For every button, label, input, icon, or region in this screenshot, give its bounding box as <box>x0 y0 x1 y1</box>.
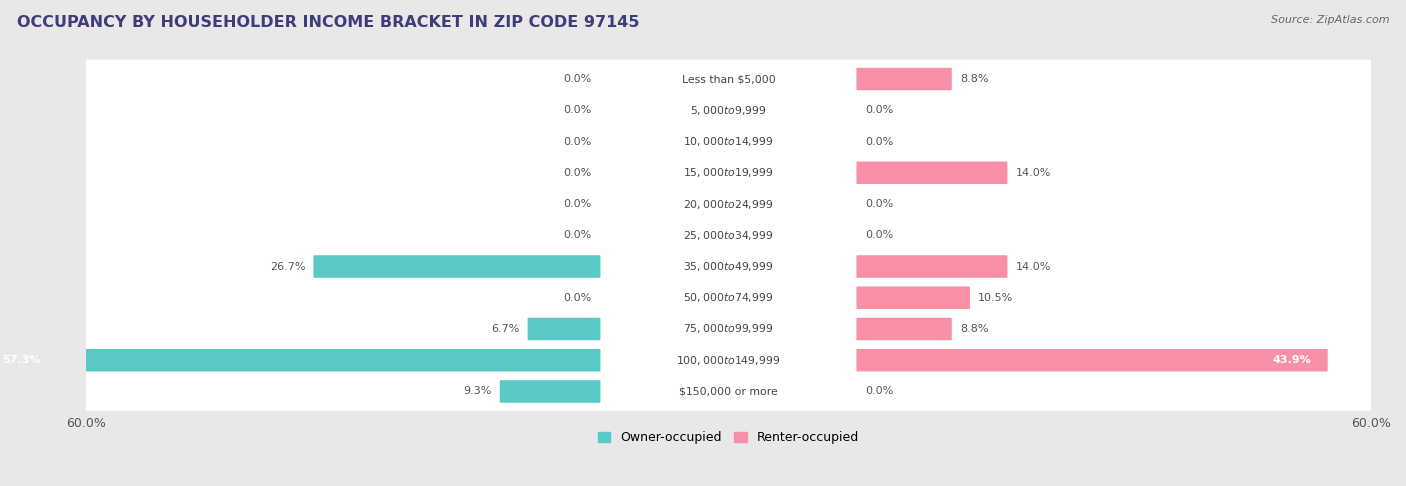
Text: $100,000 to $149,999: $100,000 to $149,999 <box>676 354 780 367</box>
FancyBboxPatch shape <box>82 154 1376 192</box>
Legend: Owner-occupied, Renter-occupied: Owner-occupied, Renter-occupied <box>598 432 859 444</box>
FancyBboxPatch shape <box>0 349 600 371</box>
Text: $35,000 to $49,999: $35,000 to $49,999 <box>683 260 773 273</box>
Text: 0.0%: 0.0% <box>564 137 592 147</box>
FancyBboxPatch shape <box>82 122 1376 161</box>
FancyBboxPatch shape <box>856 287 970 309</box>
Text: Less than $5,000: Less than $5,000 <box>682 74 775 84</box>
Text: 0.0%: 0.0% <box>866 386 894 397</box>
FancyBboxPatch shape <box>82 60 1376 99</box>
FancyBboxPatch shape <box>856 318 952 340</box>
Text: 8.8%: 8.8% <box>960 74 988 84</box>
Text: 10.5%: 10.5% <box>979 293 1014 303</box>
Text: $25,000 to $34,999: $25,000 to $34,999 <box>683 229 773 242</box>
FancyBboxPatch shape <box>82 372 1376 411</box>
Text: $15,000 to $19,999: $15,000 to $19,999 <box>683 166 773 179</box>
FancyBboxPatch shape <box>499 380 600 403</box>
Text: 0.0%: 0.0% <box>866 137 894 147</box>
Text: 6.7%: 6.7% <box>491 324 520 334</box>
Text: 0.0%: 0.0% <box>564 199 592 209</box>
Text: 0.0%: 0.0% <box>564 293 592 303</box>
Text: $75,000 to $99,999: $75,000 to $99,999 <box>683 323 773 335</box>
Text: 14.0%: 14.0% <box>1015 261 1050 272</box>
Text: 57.3%: 57.3% <box>3 355 41 365</box>
Text: $10,000 to $14,999: $10,000 to $14,999 <box>683 135 773 148</box>
FancyBboxPatch shape <box>82 341 1376 380</box>
FancyBboxPatch shape <box>82 247 1376 286</box>
Text: 0.0%: 0.0% <box>564 74 592 84</box>
FancyBboxPatch shape <box>856 68 952 90</box>
Text: $150,000 or more: $150,000 or more <box>679 386 778 397</box>
Text: 0.0%: 0.0% <box>866 230 894 240</box>
Text: 9.3%: 9.3% <box>464 386 492 397</box>
FancyBboxPatch shape <box>82 185 1376 224</box>
Text: 43.9%: 43.9% <box>1272 355 1310 365</box>
Text: $50,000 to $74,999: $50,000 to $74,999 <box>683 291 773 304</box>
FancyBboxPatch shape <box>856 349 1327 371</box>
Text: 0.0%: 0.0% <box>564 105 592 115</box>
Text: $20,000 to $24,999: $20,000 to $24,999 <box>683 197 773 210</box>
FancyBboxPatch shape <box>82 91 1376 130</box>
FancyBboxPatch shape <box>527 318 600 340</box>
Text: $5,000 to $9,999: $5,000 to $9,999 <box>690 104 766 117</box>
Text: 26.7%: 26.7% <box>270 261 305 272</box>
FancyBboxPatch shape <box>856 255 1008 278</box>
Text: 0.0%: 0.0% <box>564 168 592 178</box>
Text: 14.0%: 14.0% <box>1015 168 1050 178</box>
Text: Source: ZipAtlas.com: Source: ZipAtlas.com <box>1271 15 1389 25</box>
Text: 8.8%: 8.8% <box>960 324 988 334</box>
Text: 0.0%: 0.0% <box>866 199 894 209</box>
FancyBboxPatch shape <box>82 216 1376 255</box>
FancyBboxPatch shape <box>82 310 1376 348</box>
Text: 0.0%: 0.0% <box>564 230 592 240</box>
Text: OCCUPANCY BY HOUSEHOLDER INCOME BRACKET IN ZIP CODE 97145: OCCUPANCY BY HOUSEHOLDER INCOME BRACKET … <box>17 15 640 30</box>
FancyBboxPatch shape <box>314 255 600 278</box>
FancyBboxPatch shape <box>856 161 1008 184</box>
FancyBboxPatch shape <box>82 278 1376 317</box>
Text: 0.0%: 0.0% <box>866 105 894 115</box>
